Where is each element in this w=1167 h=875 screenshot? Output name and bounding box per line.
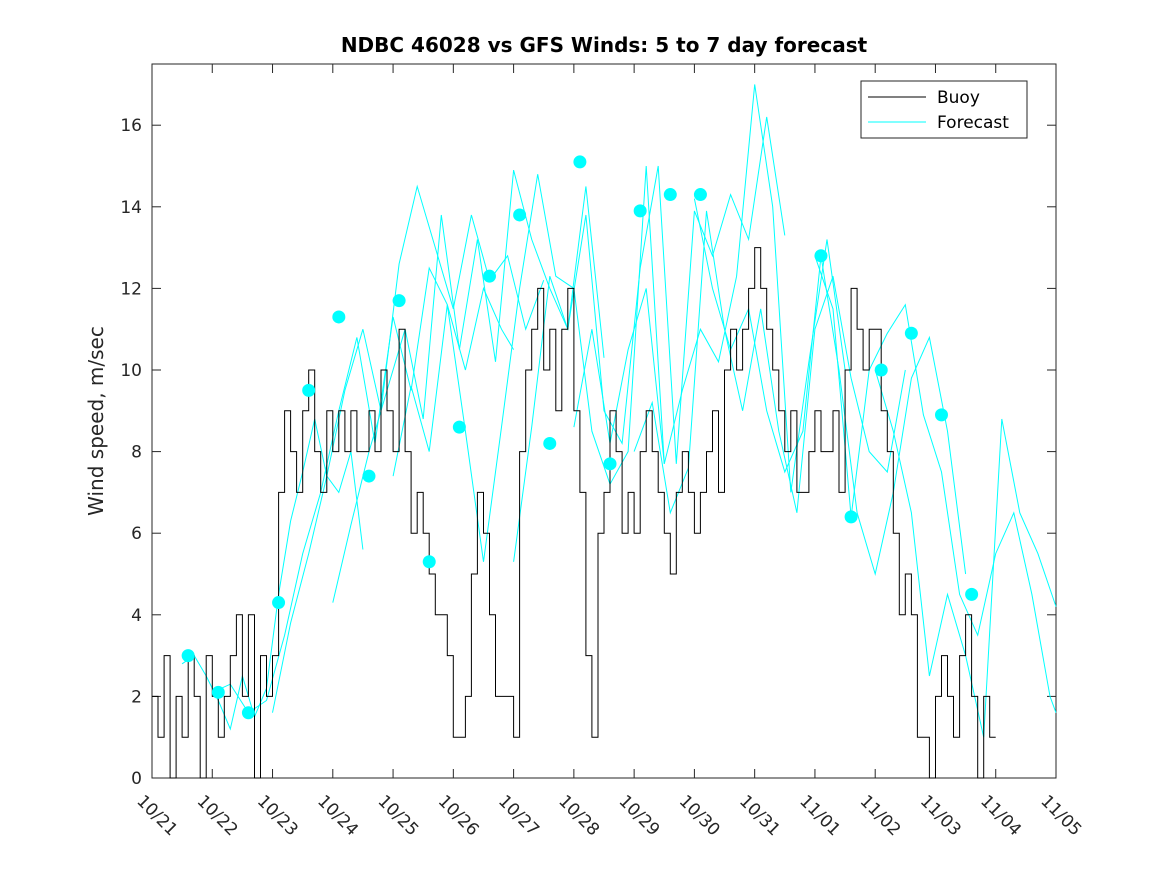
forecast-marker (272, 596, 286, 610)
forecast-marker (482, 269, 496, 283)
y-tick-label: 8 (131, 443, 142, 463)
forecast-marker (302, 383, 316, 397)
forecast-marker (452, 420, 466, 434)
buoy-layer (152, 247, 996, 779)
y-tick-label: 4 (131, 606, 142, 626)
forecast-line (332, 169, 605, 603)
forecast-markers (181, 155, 979, 720)
forecast-line (272, 184, 545, 713)
y-tick-label: 6 (131, 524, 142, 544)
forecast-line (513, 116, 786, 562)
forecast-line (633, 210, 906, 515)
legend-box (860, 80, 1028, 139)
chart-title: NDBC 46028 vs GFS Winds: 5 to 7 day fore… (341, 33, 868, 57)
y-tick-label: 0 (131, 769, 142, 789)
forecast-marker (874, 363, 888, 377)
plot-area (151, 63, 1057, 779)
legend: Buoy Forecast (860, 80, 1028, 139)
forecast-marker (211, 685, 225, 699)
forecast-marker (693, 188, 707, 202)
forecast-marker (422, 555, 436, 569)
y-tick-label: 2 (131, 687, 142, 707)
buoy-line (152, 247, 996, 779)
forecast-marker (332, 310, 346, 324)
forecast-marker (573, 155, 587, 169)
legend-label-forecast: Forecast (937, 113, 1009, 133)
forecast-marker (362, 469, 376, 483)
y-tick-label: 16 (120, 116, 142, 136)
forecast-marker (543, 436, 557, 450)
forecast-marker (513, 208, 527, 222)
y-axis-label: Wind speed, m/sec (84, 326, 108, 516)
y-tick-label: 10 (120, 361, 142, 381)
forecast-marker (663, 188, 677, 202)
forecast-marker (633, 204, 647, 218)
forecast-line (573, 84, 846, 493)
forecast-marker (241, 706, 255, 720)
forecast-marker (904, 326, 918, 340)
forecast-marker (934, 408, 948, 422)
y-tick-label: 14 (120, 198, 142, 218)
forecast-line (693, 198, 967, 576)
forecast-line (392, 165, 665, 562)
legend-label-buoy: Buoy (937, 88, 980, 108)
y-axis-ticks: 0 2 4 6 8 10 12 14 16 (120, 116, 1056, 789)
forecast-marker (181, 649, 195, 663)
forecast-line (814, 255, 1057, 713)
forecast-marker (814, 249, 828, 263)
forecast-marker (392, 294, 406, 308)
forecast-marker (844, 510, 858, 524)
forecast-marker (603, 457, 617, 471)
forecast-marker (965, 587, 979, 601)
forecast-line (212, 266, 515, 714)
y-tick-label: 12 (120, 279, 142, 299)
